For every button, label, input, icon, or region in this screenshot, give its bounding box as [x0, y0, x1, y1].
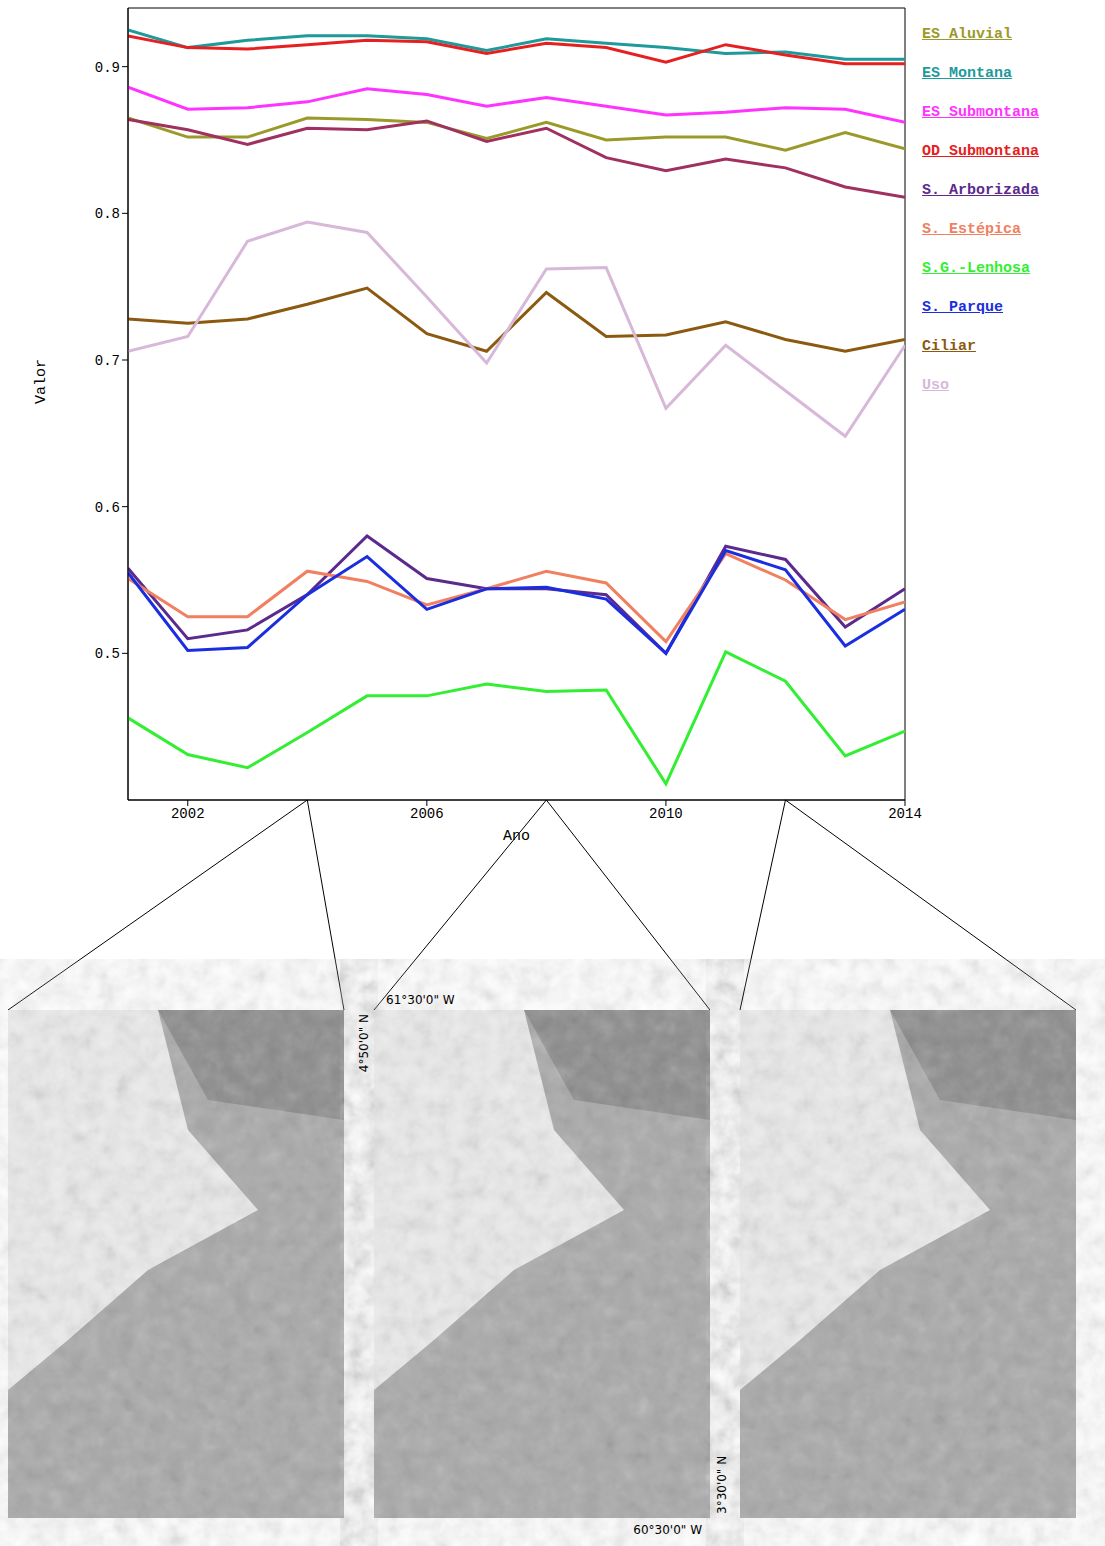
- svg-text:2014: 2014: [888, 806, 922, 822]
- svg-text:3°30'0" N: 3°30'0" N: [715, 1456, 729, 1514]
- html-text:ES Submontana: ES Submontana: [922, 104, 1039, 121]
- svg-text:Valor: Valor: [33, 359, 50, 404]
- svg-text:61°30'0" W: 61°30'0" W: [386, 993, 455, 1007]
- html-text:ES Aluvial: ES Aluvial: [922, 26, 1012, 43]
- svg-text:0.5: 0.5: [95, 646, 120, 662]
- html-text:S. Parque: S. Parque: [922, 299, 1003, 316]
- html-text:S. Arborizada: S. Arborizada: [922, 182, 1039, 199]
- svg-text:0.6: 0.6: [95, 500, 120, 516]
- html-text:S. Estépica: S. Estépica: [922, 221, 1021, 238]
- svg-text:0.8: 0.8: [95, 206, 120, 222]
- svg-text:0.9: 0.9: [95, 60, 120, 76]
- html-text:OD Submontana: OD Submontana: [922, 143, 1039, 160]
- html-text:S.G.-Lenhosa: S.G.-Lenhosa: [922, 260, 1030, 277]
- svg-text:Ano: Ano: [503, 828, 530, 845]
- html-text:ES Montana: ES Montana: [922, 65, 1012, 82]
- svg-text:0.7: 0.7: [95, 353, 120, 369]
- svg-text:4°50'0" N: 4°50'0" N: [357, 1014, 371, 1072]
- svg-text:2010: 2010: [649, 806, 683, 822]
- svg-text:60°30'0" W: 60°30'0" W: [633, 1523, 702, 1537]
- html-text:Ciliar: Ciliar: [922, 338, 976, 355]
- svg-text:2006: 2006: [410, 806, 444, 822]
- html-text:Uso: Uso: [922, 377, 949, 394]
- svg-text:2002: 2002: [171, 806, 205, 822]
